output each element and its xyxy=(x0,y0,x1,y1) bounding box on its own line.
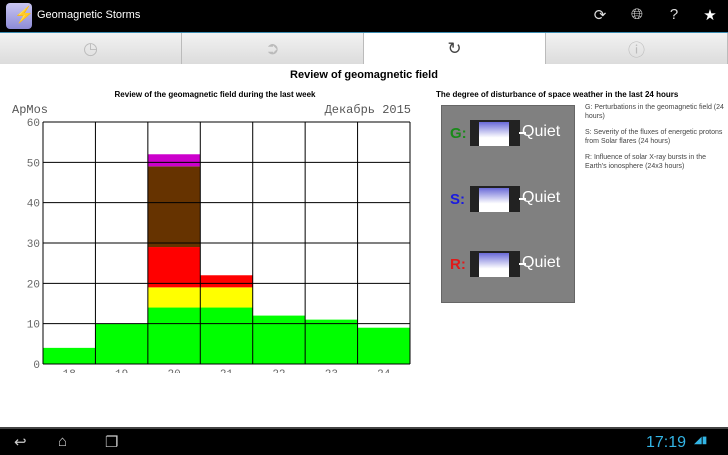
clock: 17:19 xyxy=(646,434,687,451)
period-label: Декабрь 2015 xyxy=(325,103,411,117)
y-tick-label: 0 xyxy=(33,360,40,372)
scale-indicator xyxy=(470,251,520,277)
x-tick-label: 22 xyxy=(272,369,285,373)
bar-segment xyxy=(43,347,96,364)
chart-title: Review of the geomagnetic field during t… xyxy=(114,90,316,99)
scale-level: Quiet xyxy=(522,189,561,206)
bar-segment xyxy=(147,287,201,308)
y-tick-label: 40 xyxy=(27,199,40,211)
app-title: Geomagnetic Storms xyxy=(37,9,141,21)
x-tick-label: 20 xyxy=(167,369,180,373)
info-icon: ⓘ xyxy=(628,41,645,60)
note-g: G: Perturbations in the geomagnetic fiel… xyxy=(585,104,724,120)
x-tick-label: 21 xyxy=(220,369,234,373)
noaa-scales-panel: G: Quiet S: Quiet R: Quiet xyxy=(441,105,575,303)
bar-segment xyxy=(305,319,358,364)
bar-segment xyxy=(95,323,148,364)
scale-r: R: Quiet xyxy=(450,249,575,279)
tab-review[interactable]: ↻ xyxy=(364,33,546,64)
recent-apps-icon[interactable]: ❐ xyxy=(105,434,119,451)
bar-segment xyxy=(200,307,253,364)
x-tick-label: 19 xyxy=(115,369,128,373)
scale-level: Quiet xyxy=(522,123,561,140)
scale-level: Quiet xyxy=(522,254,561,271)
scale-letter: S: xyxy=(450,191,465,208)
bar-segment xyxy=(200,275,253,288)
scale-s: S: Quiet xyxy=(450,184,575,214)
star-icon[interactable]: ★ xyxy=(703,7,717,24)
x-tick-label: 18 xyxy=(63,369,76,373)
tab-bar: ◷ ➲ ↻ ⓘ xyxy=(0,32,728,64)
globe-icon[interactable]: 🌐︎ xyxy=(630,6,643,23)
tab-forecast[interactable]: ➲ xyxy=(182,33,364,64)
page-title: Review of geomagnetic field xyxy=(290,69,438,81)
bar-segment xyxy=(147,247,201,288)
arrow-right-circle-icon: ➲ xyxy=(265,38,280,58)
bar-segment xyxy=(147,154,201,167)
scale-letter: R: xyxy=(450,256,466,273)
y-tick-label: 50 xyxy=(27,158,40,170)
note-r: R: Influence of solar X-ray bursts in th… xyxy=(585,154,706,170)
rotate-icon: ↻ xyxy=(447,38,462,58)
y-tick-label: 30 xyxy=(27,239,40,251)
y-tick-label: 20 xyxy=(27,279,40,291)
tab-info[interactable]: ⓘ xyxy=(546,33,728,64)
x-tick-label: 24 xyxy=(377,369,391,373)
bar-segment xyxy=(252,315,306,364)
scale-g: G: Quiet xyxy=(450,118,575,148)
system-nav-bar: ↩ ⌂ ❐ 17:19 ◢▮ xyxy=(0,427,728,455)
y-tick-label: 10 xyxy=(27,320,40,332)
weather-title: The degree of disturbance of space weath… xyxy=(436,90,679,99)
bar-segment xyxy=(357,327,410,364)
bar-segment xyxy=(147,166,201,248)
app-logo-icon: ⚡ xyxy=(6,3,34,29)
scale-letter: G: xyxy=(450,125,467,142)
back-icon[interactable]: ↩ xyxy=(14,434,27,451)
tab-history[interactable]: ◷ xyxy=(0,33,182,64)
refresh-icon[interactable]: ⟳ xyxy=(593,7,607,24)
clock-icon: ◷ xyxy=(83,38,98,58)
home-icon[interactable]: ⌂ xyxy=(58,433,68,450)
scale-indicator xyxy=(470,120,520,146)
note-s: S: Severity of the fluxes of energetic p… xyxy=(585,129,723,145)
bar-segment xyxy=(200,287,253,308)
y-tick-label: 60 xyxy=(27,118,40,130)
geomagnetic-chart: ApMos Декабрь 2015 18 19 20 21 22 23 24 0 10 20 30… xyxy=(12,103,411,373)
battery-icon: ◢▮ xyxy=(694,435,708,446)
help-icon[interactable]: ? xyxy=(669,6,679,23)
x-tick-label: 23 xyxy=(325,369,338,373)
scale-indicator xyxy=(470,186,520,212)
action-bar: ⚡ Geomagnetic Storms ⟳ 🌐︎ ? ★ xyxy=(0,0,728,32)
y-axis-label: ApMos xyxy=(12,103,48,117)
bar-segment xyxy=(147,307,201,364)
